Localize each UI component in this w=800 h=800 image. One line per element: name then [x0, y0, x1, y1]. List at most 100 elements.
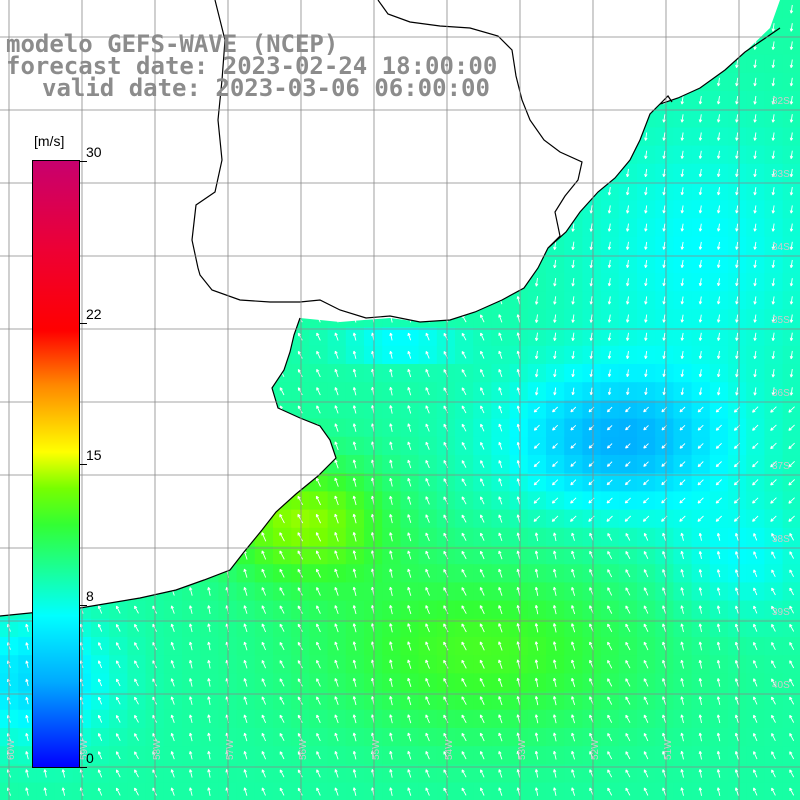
wind-arrow	[644, 241, 648, 250]
wind-arrow	[662, 714, 667, 724]
wind-arrow	[553, 750, 557, 760]
wind-arrow	[461, 532, 467, 541]
wind-arrow	[680, 769, 684, 778]
wind-arrow	[334, 787, 339, 796]
wind-arrow	[534, 641, 539, 651]
wind-arrow	[498, 332, 503, 341]
wind-arrow	[389, 641, 393, 651]
wind-arrow	[570, 424, 577, 431]
wind-arrow	[771, 168, 775, 178]
wind-arrow	[607, 732, 613, 742]
wind-arrow	[461, 478, 467, 487]
wind-arrow	[498, 641, 503, 651]
wind-arrow	[734, 750, 739, 760]
wind-arrow	[115, 769, 121, 778]
wind-arrow	[461, 787, 467, 796]
wind-speed-cell	[455, 782, 474, 800]
wind-arrow	[716, 678, 721, 687]
wind-arrow	[698, 114, 703, 123]
wind-arrow	[461, 405, 467, 414]
wind-arrow	[533, 515, 541, 522]
wind-arrow	[680, 278, 684, 287]
wind-arrow	[625, 623, 631, 633]
wind-arrow	[698, 714, 703, 724]
wind-arrow	[625, 461, 631, 467]
wind-arrow	[789, 733, 795, 742]
wind-arrow	[788, 424, 795, 431]
wind-arrow	[352, 696, 357, 706]
wind-arrow	[698, 241, 703, 250]
wind-arrow	[679, 515, 686, 522]
wind-arrow	[389, 514, 393, 524]
wind-arrow	[389, 332, 393, 341]
wind-arrow	[207, 659, 211, 669]
wind-speed-cell	[618, 782, 638, 800]
wind-arrow	[279, 623, 285, 632]
longitude-label: 57W	[225, 739, 236, 760]
wind-arrow	[389, 677, 393, 687]
wind-arrow	[753, 369, 757, 378]
wind-arrow	[625, 205, 630, 214]
wind-arrow	[643, 696, 649, 705]
wind-arrow	[480, 787, 485, 796]
wind-speed-cell	[782, 637, 800, 656]
wind-arrow	[607, 787, 613, 796]
wind-arrow	[297, 587, 303, 596]
wind-arrow	[607, 623, 613, 633]
wind-arrow	[498, 750, 503, 760]
wind-arrow	[534, 623, 539, 633]
wind-arrow	[25, 714, 29, 723]
wind-arrow	[352, 586, 357, 597]
wind-arrow	[771, 587, 776, 596]
wind-arrow	[480, 350, 485, 359]
wind-arrow	[625, 587, 631, 596]
wind-arrow	[753, 569, 758, 577]
wind-arrow	[315, 495, 322, 506]
wind-arrow	[771, 150, 775, 159]
wind-arrow	[753, 769, 758, 778]
wind-arrow	[261, 660, 267, 669]
wind-arrow	[553, 369, 557, 378]
wind-arrow	[352, 677, 357, 687]
latitude-labels: 32S 33S 34S 35S 36S 37S 38S 39S 40S	[772, 96, 790, 691]
wind-arrow	[644, 168, 648, 178]
wind-arrow	[770, 479, 777, 486]
wind-arrow	[479, 623, 485, 633]
wind-arrow	[297, 513, 304, 524]
wind-arrow	[662, 314, 666, 323]
wind-arrow	[316, 332, 321, 341]
wind-arrow	[425, 423, 430, 432]
wind-arrow	[625, 296, 630, 305]
wind-arrow	[716, 696, 721, 705]
wind-arrow	[533, 442, 540, 449]
wind-arrow	[533, 497, 541, 504]
wind-arrow	[625, 241, 630, 250]
wind-arrow	[698, 296, 703, 305]
wind-arrow	[389, 659, 393, 669]
wind-arrow	[771, 59, 775, 69]
wind-arrow	[243, 605, 248, 614]
wind-arrow	[425, 714, 430, 724]
wind-arrow	[25, 696, 29, 705]
wind-arrow	[553, 532, 557, 542]
wind-arrow	[571, 714, 576, 724]
wind-arrow	[498, 568, 503, 578]
wind-arrow	[461, 569, 467, 578]
colorbar-unit: [m/s]	[34, 133, 65, 149]
wind-arrow	[479, 659, 485, 669]
wind-arrow	[170, 641, 175, 651]
wind-arrow	[279, 641, 285, 651]
wind-arrow	[716, 369, 721, 378]
wind-arrow	[425, 350, 430, 359]
wind-arrow	[134, 696, 139, 705]
wind-arrow	[480, 478, 485, 487]
wind-arrow	[498, 769, 503, 778]
wind-arrow	[771, 223, 775, 232]
wind-arrow	[735, 260, 739, 268]
wind-speed-cell	[782, 709, 800, 729]
wind-arrow	[552, 696, 557, 706]
wind-arrow	[389, 714, 393, 724]
wind-arrow	[789, 23, 794, 32]
wind-arrow	[662, 659, 667, 669]
wind-arrow	[716, 587, 721, 596]
